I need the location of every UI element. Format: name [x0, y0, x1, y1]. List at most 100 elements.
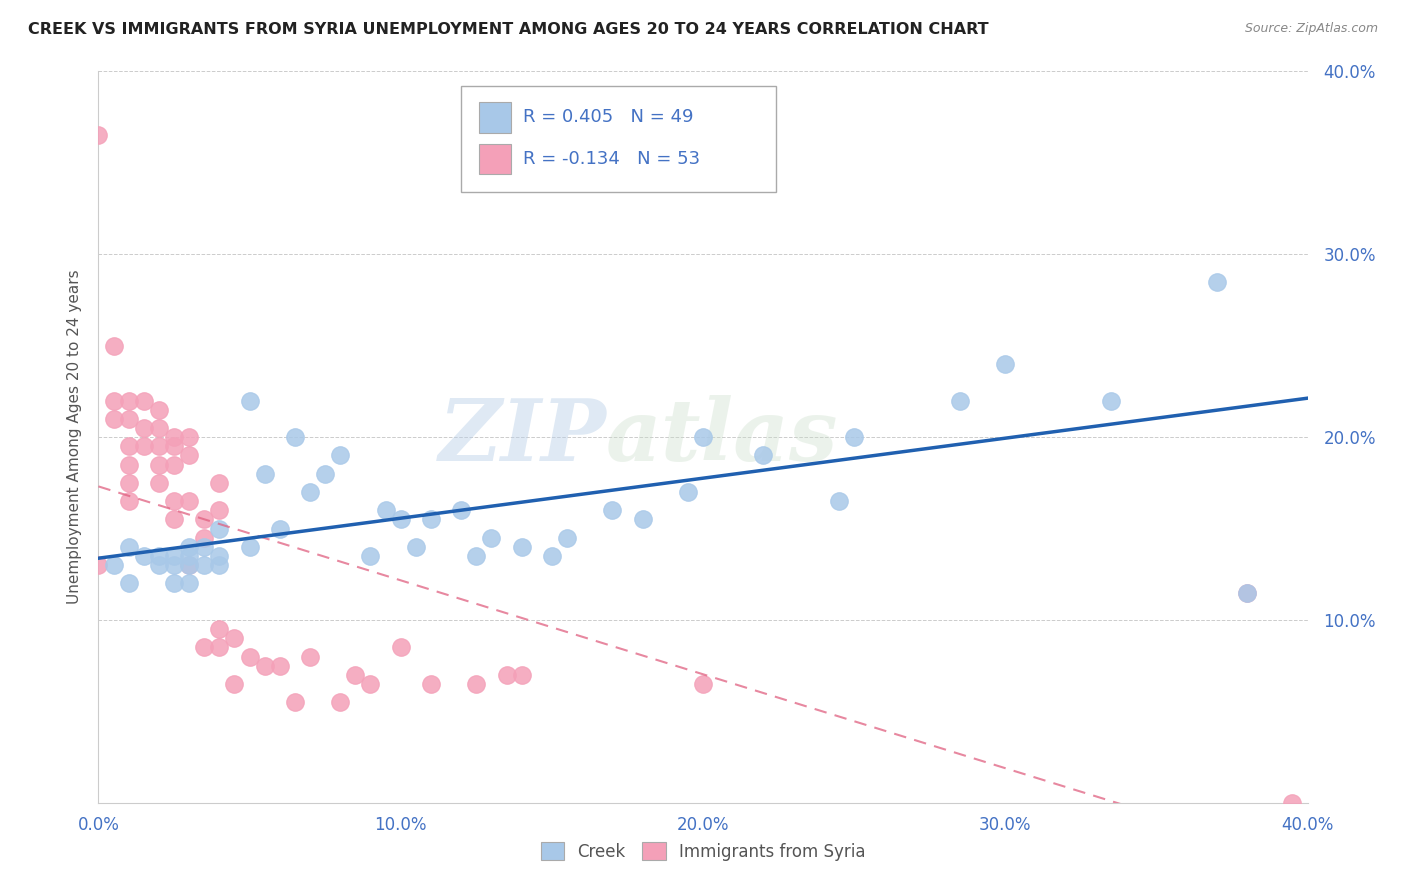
Point	[193, 540, 215, 554]
Point	[148, 475, 170, 490]
Point	[193, 512, 215, 526]
Point	[163, 458, 186, 472]
Point	[360, 549, 382, 563]
Text: Source: ZipAtlas.com: Source: ZipAtlas.com	[1244, 22, 1378, 36]
Point	[510, 540, 533, 554]
Point	[208, 558, 231, 573]
Point	[299, 485, 322, 500]
Point	[208, 503, 231, 517]
Point	[692, 677, 714, 691]
Point	[208, 521, 231, 535]
FancyBboxPatch shape	[479, 144, 510, 175]
Point	[163, 558, 186, 573]
Point	[148, 558, 170, 573]
Point	[495, 667, 517, 681]
Point	[284, 430, 307, 444]
Point	[163, 430, 186, 444]
Text: R = -0.134   N = 53: R = -0.134 N = 53	[523, 150, 700, 168]
Point	[389, 640, 412, 655]
Point	[103, 558, 125, 573]
Point	[253, 658, 276, 673]
Point	[510, 667, 533, 681]
Point	[420, 677, 443, 691]
Point	[193, 531, 215, 545]
Point	[148, 458, 170, 472]
Point	[179, 430, 201, 444]
Legend: Creek, Immigrants from Syria: Creek, Immigrants from Syria	[534, 836, 872, 868]
Point	[284, 695, 307, 709]
Point	[208, 640, 231, 655]
Point	[692, 430, 714, 444]
Point	[208, 622, 231, 636]
FancyBboxPatch shape	[479, 102, 510, 133]
Point	[179, 558, 201, 573]
Point	[555, 531, 578, 545]
Point	[329, 695, 352, 709]
Point	[1236, 585, 1258, 599]
Point	[179, 549, 201, 563]
Point	[540, 549, 562, 563]
Point	[374, 503, 396, 517]
Point	[179, 540, 201, 554]
Point	[676, 485, 699, 500]
Point	[132, 393, 155, 408]
Point	[239, 393, 262, 408]
FancyBboxPatch shape	[461, 86, 776, 192]
Point	[179, 494, 201, 508]
Point	[269, 658, 291, 673]
Point	[844, 430, 866, 444]
Point	[87, 558, 110, 573]
Point	[208, 475, 231, 490]
Point	[118, 439, 141, 453]
Point	[481, 531, 503, 545]
Point	[602, 503, 624, 517]
Point	[239, 540, 262, 554]
Point	[994, 357, 1017, 371]
Point	[163, 512, 186, 526]
Point	[103, 338, 125, 352]
Point	[193, 640, 215, 655]
Point	[329, 448, 352, 462]
Point	[299, 649, 322, 664]
Point	[118, 393, 141, 408]
Text: atlas: atlas	[606, 395, 839, 479]
Point	[132, 421, 155, 435]
Point	[314, 467, 336, 481]
Point	[118, 475, 141, 490]
Point	[179, 576, 201, 591]
Point	[420, 512, 443, 526]
Point	[179, 558, 201, 573]
Point	[465, 549, 488, 563]
Point	[148, 421, 170, 435]
Point	[389, 512, 412, 526]
Point	[1236, 585, 1258, 599]
Point	[344, 667, 367, 681]
Point	[224, 632, 246, 646]
Point	[224, 677, 246, 691]
Text: CREEK VS IMMIGRANTS FROM SYRIA UNEMPLOYMENT AMONG AGES 20 TO 24 YEARS CORRELATIO: CREEK VS IMMIGRANTS FROM SYRIA UNEMPLOYM…	[28, 22, 988, 37]
Point	[828, 494, 851, 508]
Point	[450, 503, 472, 517]
Point	[269, 521, 291, 535]
Point	[118, 494, 141, 508]
Point	[87, 128, 110, 143]
Point	[239, 649, 262, 664]
Point	[405, 540, 427, 554]
Point	[118, 540, 141, 554]
Point	[949, 393, 972, 408]
Point	[1099, 393, 1122, 408]
Point	[752, 448, 775, 462]
Point	[118, 576, 141, 591]
Point	[163, 494, 186, 508]
Point	[132, 439, 155, 453]
Point	[163, 576, 186, 591]
Point	[163, 439, 186, 453]
Point	[163, 549, 186, 563]
Point	[103, 393, 125, 408]
Point	[118, 412, 141, 426]
Text: ZIP: ZIP	[439, 395, 606, 479]
Y-axis label: Unemployment Among Ages 20 to 24 years: Unemployment Among Ages 20 to 24 years	[66, 269, 82, 605]
Point	[103, 412, 125, 426]
Point	[1281, 796, 1303, 810]
Point	[208, 549, 231, 563]
